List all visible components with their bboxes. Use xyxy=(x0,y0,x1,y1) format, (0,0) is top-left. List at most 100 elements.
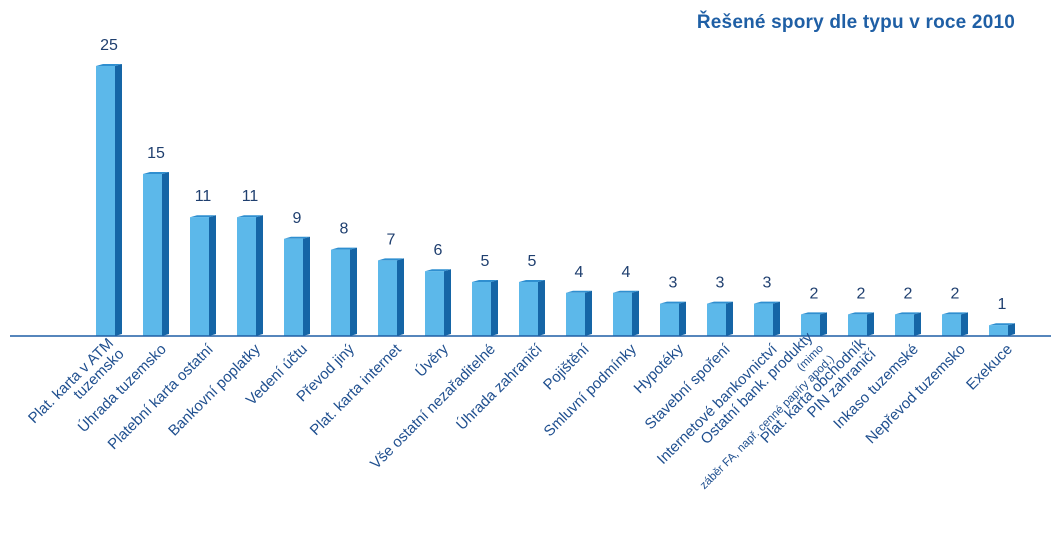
bar-front xyxy=(613,292,632,336)
bar-side xyxy=(961,312,968,336)
bar-9 xyxy=(472,280,498,336)
bar-side xyxy=(397,258,404,336)
category-label: Úhrada zahraničí xyxy=(453,340,546,433)
bar-11 xyxy=(566,290,592,336)
bar-front xyxy=(96,66,115,336)
bar-1 xyxy=(96,64,122,336)
bar-front xyxy=(707,303,726,336)
bar-side xyxy=(867,312,874,336)
bar-side xyxy=(209,215,216,336)
bars-group: 25 15 11 11 9 8 7 6 5 5 4 4 3 3 3 2 2 2 2 1 xyxy=(96,37,1015,336)
bar-front xyxy=(237,217,256,336)
bar-front xyxy=(331,249,350,336)
bar-front xyxy=(754,303,773,336)
bar-top xyxy=(472,280,498,282)
bar-top xyxy=(848,312,874,315)
bar-7 xyxy=(378,258,404,336)
bar-side xyxy=(256,215,263,336)
chart-title: Řešené spory dle typu v roce 2010 xyxy=(696,12,1015,33)
bar-14 xyxy=(707,301,733,336)
bar-side xyxy=(914,312,921,336)
bar-front xyxy=(472,282,491,336)
bar-top xyxy=(284,236,310,239)
bar-side xyxy=(303,236,310,336)
bar-top xyxy=(331,247,357,250)
bar-top xyxy=(96,64,122,66)
category-label: Plat. karta internet xyxy=(307,340,406,439)
bar-value-label: 4 xyxy=(575,264,584,281)
bar-side xyxy=(820,312,827,336)
bar-value-label: 2 xyxy=(951,285,960,302)
category-label-line: Úhrada zahraničí xyxy=(453,340,546,433)
bar-10 xyxy=(519,280,545,336)
bar-value-label: 3 xyxy=(669,275,678,292)
category-label-line: Exekuce xyxy=(963,341,1016,394)
bar-value-label: 1 xyxy=(998,296,1007,313)
bar-top xyxy=(566,290,592,293)
bar-side xyxy=(444,269,451,336)
bar-16 xyxy=(801,312,827,336)
category-label-line: Smluvní podmínky xyxy=(541,340,641,440)
category-label-line: Plat. karta internet xyxy=(307,340,406,439)
bar-side xyxy=(538,280,545,336)
bar-17 xyxy=(848,312,874,336)
bar-value-label: 25 xyxy=(100,37,118,54)
bar-front xyxy=(190,217,209,336)
bar-value-label: 3 xyxy=(763,275,772,292)
bar-top xyxy=(707,301,733,304)
bar-top xyxy=(613,290,639,293)
bar-front xyxy=(519,282,538,336)
bar-front xyxy=(801,314,820,336)
bar-2 xyxy=(143,172,169,336)
bar-value-label: 3 xyxy=(716,275,725,292)
category-label-line: Úvěry xyxy=(412,340,452,380)
bar-top xyxy=(143,172,169,174)
bar-value-label: 11 xyxy=(242,188,259,205)
bar-front xyxy=(895,314,914,336)
bar-side xyxy=(726,301,733,336)
bar-side xyxy=(632,290,639,336)
bar-value-label: 11 xyxy=(195,188,212,205)
bar-side xyxy=(1008,323,1015,336)
bar-value-label: 5 xyxy=(481,253,490,270)
bar-front xyxy=(425,271,444,336)
bar-19 xyxy=(942,312,968,336)
bar-20 xyxy=(989,323,1015,336)
bar-top xyxy=(190,215,216,218)
bar-18 xyxy=(895,312,921,336)
bar-front xyxy=(660,303,679,336)
bar-6 xyxy=(331,247,357,336)
bar-top xyxy=(378,258,404,261)
bar-side xyxy=(162,172,169,336)
bar-front xyxy=(284,238,303,336)
bar-value-label: 2 xyxy=(810,285,819,302)
bar-front xyxy=(942,314,961,336)
bar-value-label: 5 xyxy=(528,253,537,270)
bar-value-label: 7 xyxy=(387,231,396,248)
bar-top xyxy=(754,301,780,304)
bar-side xyxy=(773,301,780,336)
bar-8 xyxy=(425,269,451,336)
bar-top xyxy=(801,312,827,315)
bar-top xyxy=(519,280,545,282)
bar-12 xyxy=(613,290,639,336)
bar-front xyxy=(848,314,867,336)
bar-13 xyxy=(660,301,686,336)
bar-5 xyxy=(284,236,310,336)
bar-top xyxy=(989,323,1015,326)
bar-top xyxy=(895,312,921,315)
bar-top xyxy=(425,269,451,272)
bar-front xyxy=(989,325,1008,336)
category-label: Úvěry xyxy=(412,340,452,380)
bar-4 xyxy=(237,215,263,336)
bar-side xyxy=(350,247,357,336)
category-label: Smluvní podmínky xyxy=(541,340,641,440)
bar-value-label: 6 xyxy=(434,242,443,259)
bar-15 xyxy=(754,301,780,336)
bar-value-label: 2 xyxy=(857,285,866,302)
bar-value-label: 9 xyxy=(293,210,302,227)
bar-top xyxy=(660,301,686,304)
bar-front xyxy=(566,292,585,336)
